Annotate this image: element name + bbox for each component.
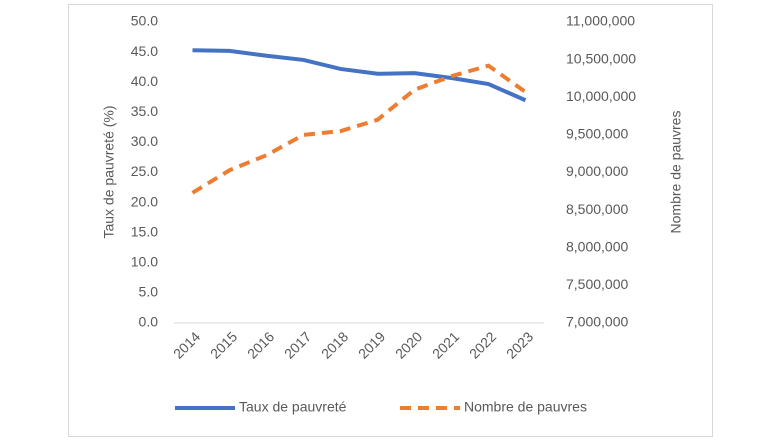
y2-axis-title: Nombre de pauvres xyxy=(668,111,684,234)
y2-tick-label: 10,000,000 xyxy=(566,88,636,104)
y-tick-label: 25.0 xyxy=(131,163,158,179)
y-tick-label: 5.0 xyxy=(139,284,159,300)
chart-border xyxy=(68,4,713,437)
y2-tick-label: 8,000,000 xyxy=(566,238,628,254)
y-tick-label: 15.0 xyxy=(131,223,158,239)
series-line xyxy=(192,48,527,103)
y2-tick-label: 10,500,000 xyxy=(566,50,636,66)
y-axis-title: Taux de pauvreté (%) xyxy=(101,105,117,238)
y2-tick-label: 7,000,000 xyxy=(566,314,628,330)
y2-tick-label: 9,500,000 xyxy=(566,126,628,142)
y-tick-label: 35.0 xyxy=(131,103,158,119)
y2-tick-label: 8,500,000 xyxy=(566,201,628,217)
y-tick-label: 50.0 xyxy=(131,13,158,29)
y-tick-label: 20.0 xyxy=(131,193,158,209)
y-tick-label: 10.0 xyxy=(131,254,158,270)
legend-label: Nombre de pauvres xyxy=(464,399,587,415)
y-tick-label: 30.0 xyxy=(131,133,158,149)
y-tick-label: 40.0 xyxy=(131,73,158,89)
y2-tick-label: 7,500,000 xyxy=(566,276,628,292)
legend-label: Taux de pauvreté xyxy=(239,399,347,415)
series-line xyxy=(191,63,527,195)
y2-tick-label: 9,000,000 xyxy=(566,163,628,179)
y-tick-label: 0.0 xyxy=(139,314,159,330)
y2-tick-label: 11,000,000 xyxy=(566,13,635,29)
y-tick-label: 45.0 xyxy=(131,43,158,59)
